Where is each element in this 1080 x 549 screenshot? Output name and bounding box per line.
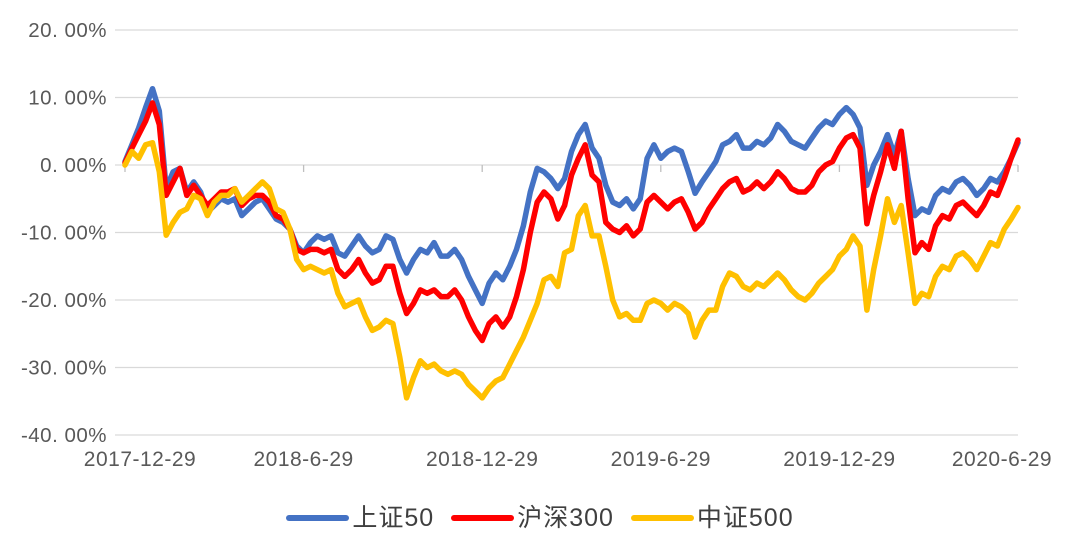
y-axis-tick-label: -40. 00% <box>21 424 107 447</box>
x-axis-tick-label: 2019-6-29 <box>611 448 711 471</box>
legend-swatch-sse50-icon <box>286 515 350 521</box>
y-axis-tick-label: -20. 00% <box>21 289 107 312</box>
x-axis-tick-label: 2018-6-29 <box>253 448 353 471</box>
y-axis-tick-label: -30. 00% <box>21 357 107 380</box>
legend-swatch-csi500-icon <box>630 515 694 521</box>
y-axis-tick-label: 10. 00% <box>28 87 107 110</box>
legend: 上证50 沪深300 中证500 <box>0 500 1080 536</box>
legend-label-csi300: 沪深300 <box>517 503 614 532</box>
legend-label-sse50: 上证50 <box>352 503 435 532</box>
x-axis-tick-label: 2018-12-29 <box>426 448 538 471</box>
legend-item-csi300: 沪深300 <box>451 503 614 532</box>
y-axis-tick-label: -10. 00% <box>21 222 107 245</box>
legend-swatch-csi300-icon <box>451 515 515 521</box>
legend-item-sse50: 上证50 <box>286 503 435 532</box>
series-line-2 <box>122 139 1021 401</box>
x-axis-tick-label: 2017-12-29 <box>84 448 196 471</box>
legend-label-csi500: 中证500 <box>696 503 794 532</box>
x-axis-tick-label: 2020-6-29 <box>952 448 1052 471</box>
legend-item-csi500: 中证500 <box>630 503 794 532</box>
x-axis-tick-label: 2019-12-29 <box>783 448 895 471</box>
y-axis-tick-label: 20. 00% <box>28 19 107 42</box>
y-axis-tick-label: 0. 00% <box>40 154 107 177</box>
series-line-1 <box>122 100 1021 344</box>
